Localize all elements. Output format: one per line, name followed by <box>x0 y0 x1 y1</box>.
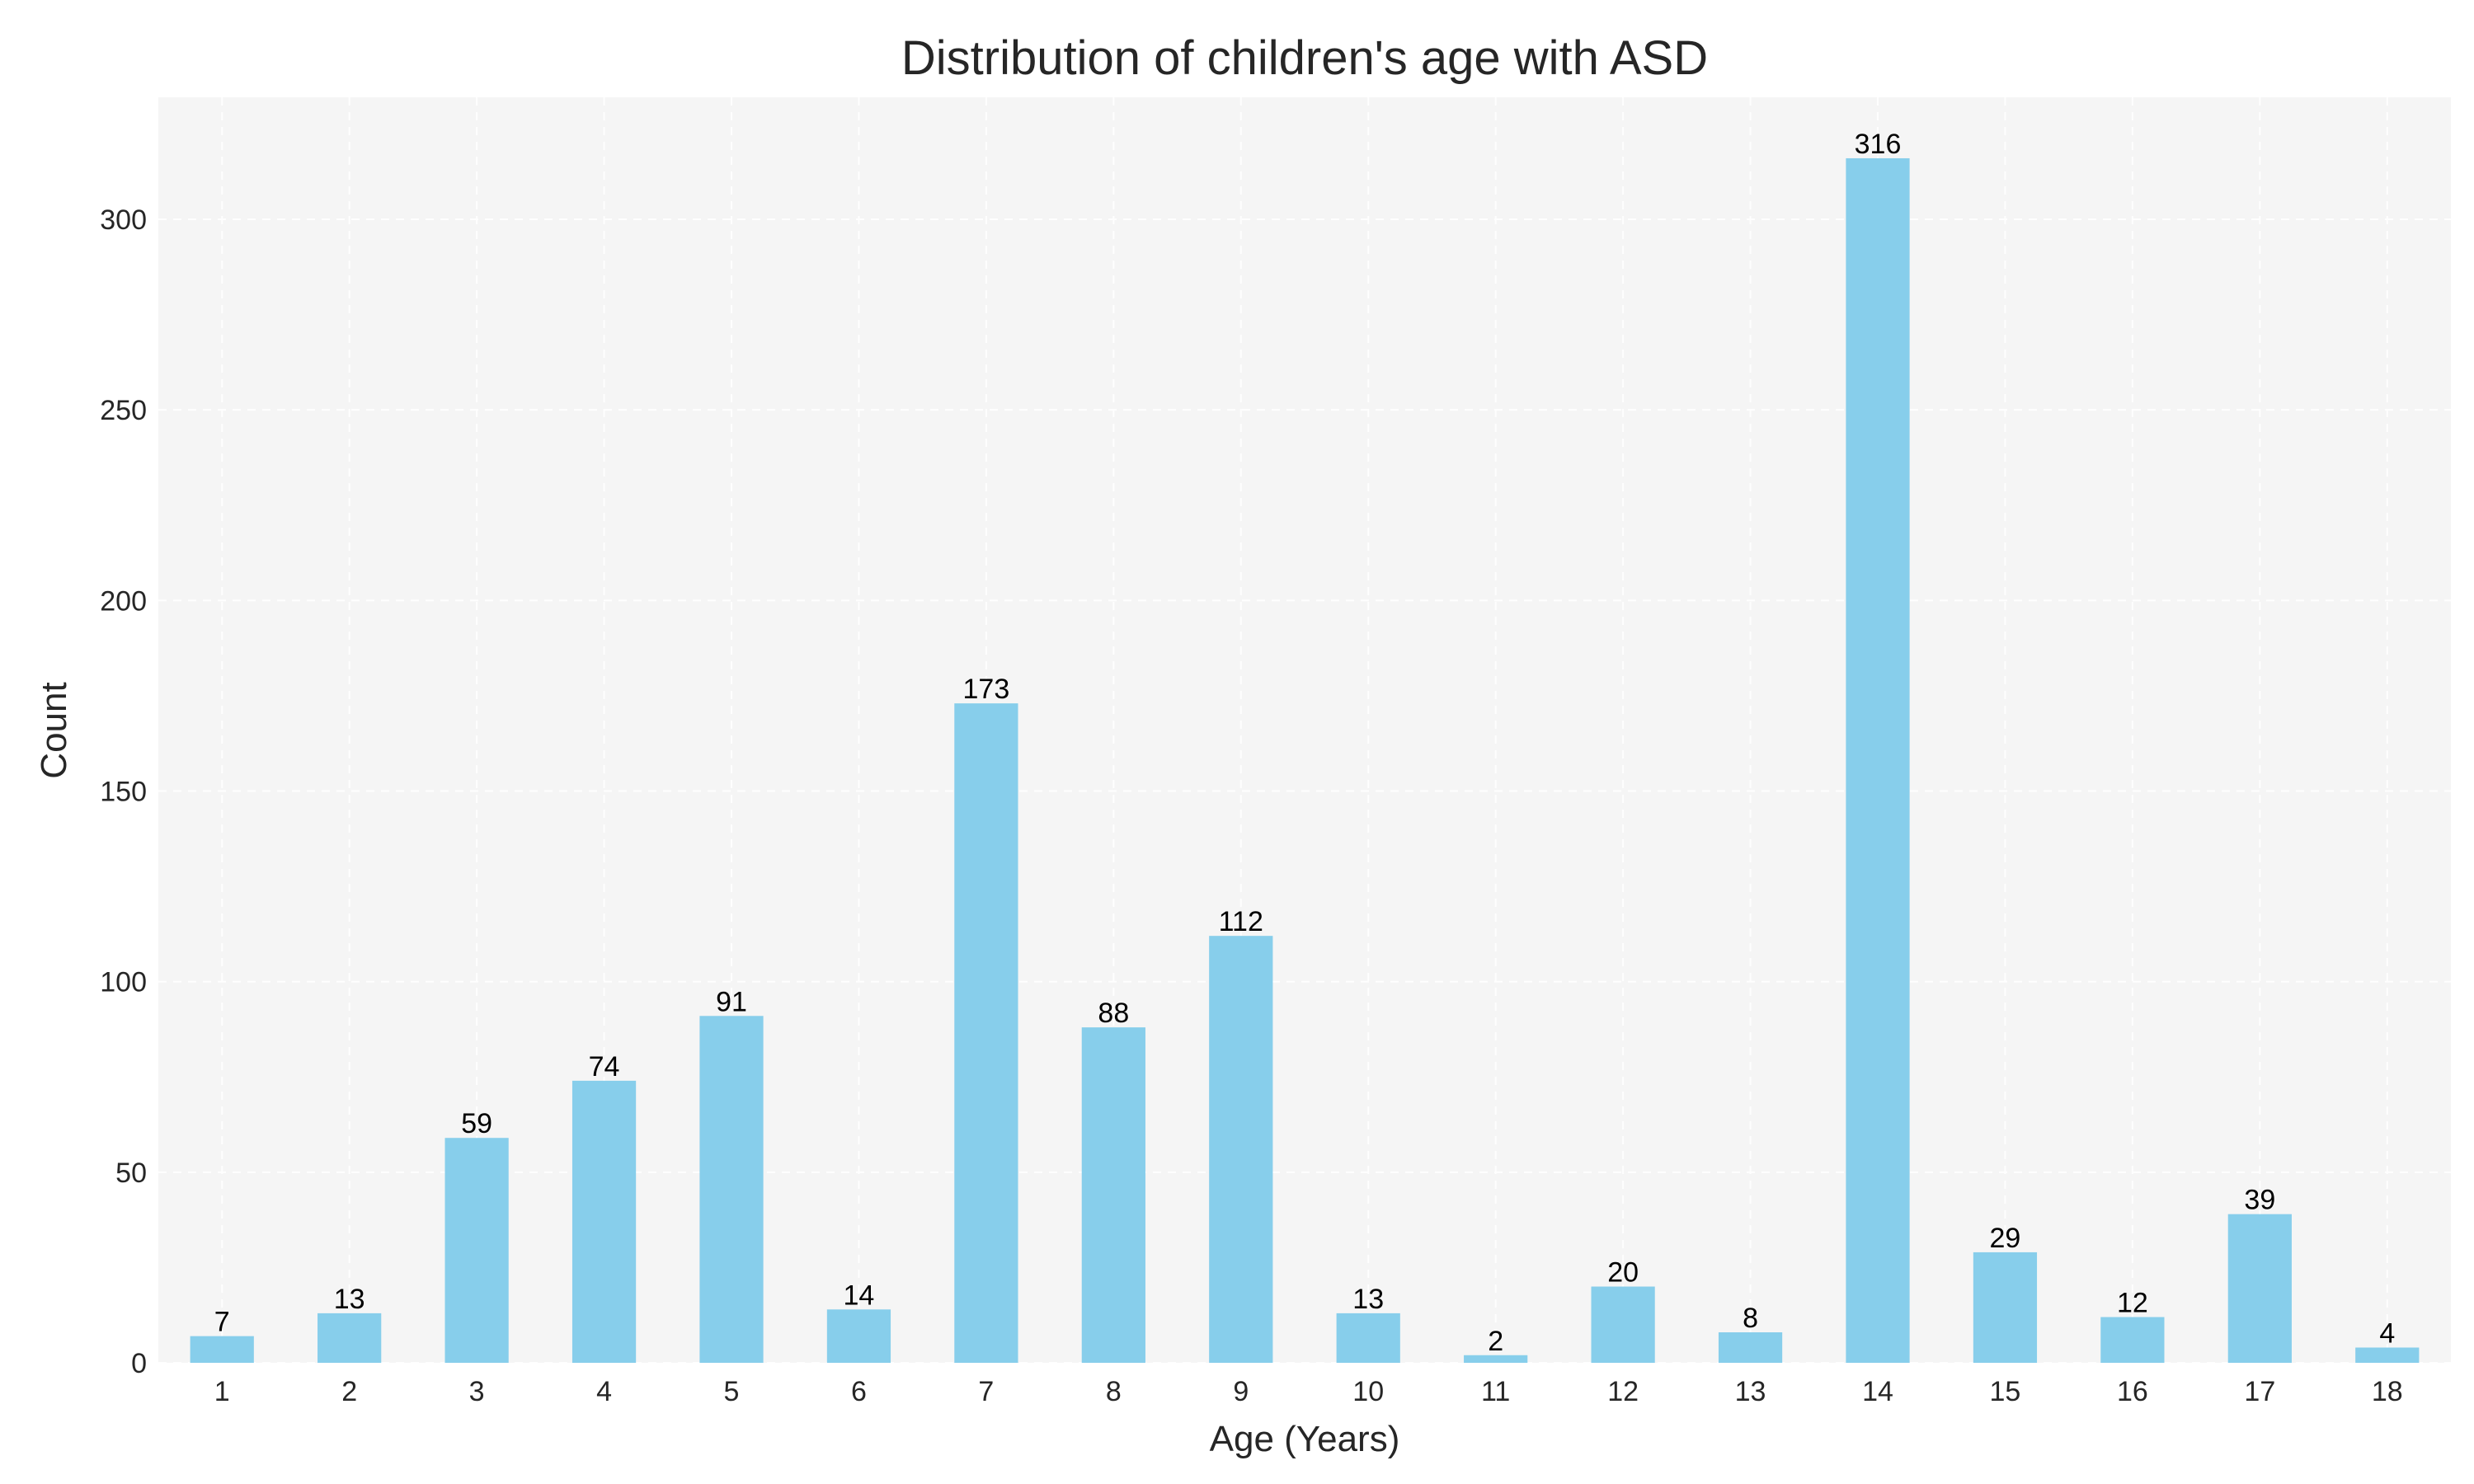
x-tick-label: 1 <box>214 1376 230 1407</box>
x-tick-label: 13 <box>1735 1376 1766 1407</box>
y-tick-label: 150 <box>100 776 147 807</box>
data-label: 173 <box>963 674 1010 705</box>
x-tick-label: 5 <box>724 1376 740 1407</box>
y-axis-label: Count <box>34 682 74 778</box>
x-tick-label: 14 <box>1862 1376 1893 1407</box>
y-tick-label: 250 <box>100 395 147 426</box>
y-tick-labels: 0 50 100 150 200 250 300 <box>100 204 147 1379</box>
bar <box>954 703 1018 1363</box>
y-tick-label: 0 <box>131 1348 147 1379</box>
bar <box>1336 1313 1400 1363</box>
bar <box>2227 1214 2292 1363</box>
chart-title: Distribution of children's age with ASD <box>901 31 1708 85</box>
data-label: 2 <box>1488 1326 1503 1357</box>
y-tick-label: 300 <box>100 204 147 236</box>
bar <box>2355 1347 2420 1363</box>
bar <box>699 1016 764 1363</box>
data-label: 112 <box>1219 906 1263 937</box>
bar <box>1464 1355 1528 1363</box>
bar <box>1846 157 1910 1363</box>
x-tick-label: 18 <box>2372 1376 2403 1407</box>
x-tick-label: 12 <box>1607 1376 1639 1407</box>
x-tick-label: 15 <box>1990 1376 2021 1407</box>
bar <box>571 1080 637 1363</box>
bar <box>1973 1252 2038 1363</box>
data-label: 316 <box>1855 129 1902 160</box>
x-tick-label: 8 <box>1106 1376 1122 1407</box>
bar <box>1209 936 1273 1363</box>
x-tick-label: 3 <box>469 1376 485 1407</box>
plot-area <box>158 97 2451 1363</box>
x-tick-label: 16 <box>2117 1376 2148 1407</box>
bar <box>1591 1286 1655 1363</box>
x-tick-label: 4 <box>596 1376 612 1407</box>
data-label: 8 <box>1743 1303 1758 1334</box>
bar <box>1718 1332 1783 1363</box>
data-label: 91 <box>716 986 747 1017</box>
y-tick-label: 100 <box>100 967 147 998</box>
bar <box>190 1336 254 1363</box>
x-axis-label: Age (Years) <box>1210 1419 1400 1459</box>
bar <box>317 1313 382 1363</box>
bar <box>826 1309 891 1363</box>
data-label: 7 <box>214 1307 230 1338</box>
bar <box>1081 1027 1145 1363</box>
data-label: 13 <box>1352 1284 1384 1315</box>
data-label: 20 <box>1607 1257 1639 1289</box>
x-tick-label: 6 <box>851 1376 867 1407</box>
bar <box>2100 1317 2165 1363</box>
x-tick-label: 2 <box>341 1376 357 1407</box>
data-label: 39 <box>2244 1185 2275 1216</box>
x-tick-labels: 1 2 3 4 5 6 7 8 9 10 11 12 13 14 15 16 17 18 <box>214 1376 2403 1407</box>
x-tick-label: 7 <box>978 1376 994 1407</box>
bar <box>444 1138 509 1363</box>
data-label: 74 <box>589 1051 620 1082</box>
data-label: 12 <box>2117 1288 2148 1319</box>
data-label: 14 <box>844 1280 875 1311</box>
x-tick-label: 11 <box>1481 1376 1510 1407</box>
data-labels: 7 13 59 74 91 14 173 88 112 13 2 20 8 316 29 12 39 4 <box>214 129 2395 1357</box>
x-tick-label: 10 <box>1352 1376 1384 1407</box>
bars <box>190 157 2420 1363</box>
x-tick-label: 17 <box>2244 1376 2275 1407</box>
data-label: 88 <box>1098 998 1129 1029</box>
data-label: 59 <box>461 1108 492 1139</box>
data-label: 4 <box>2379 1318 2395 1350</box>
x-tick-label: 9 <box>1233 1376 1249 1407</box>
y-tick-label: 200 <box>100 585 147 617</box>
data-label: 13 <box>334 1284 365 1315</box>
data-label: 29 <box>1990 1223 2021 1254</box>
y-tick-label: 50 <box>115 1158 147 1189</box>
